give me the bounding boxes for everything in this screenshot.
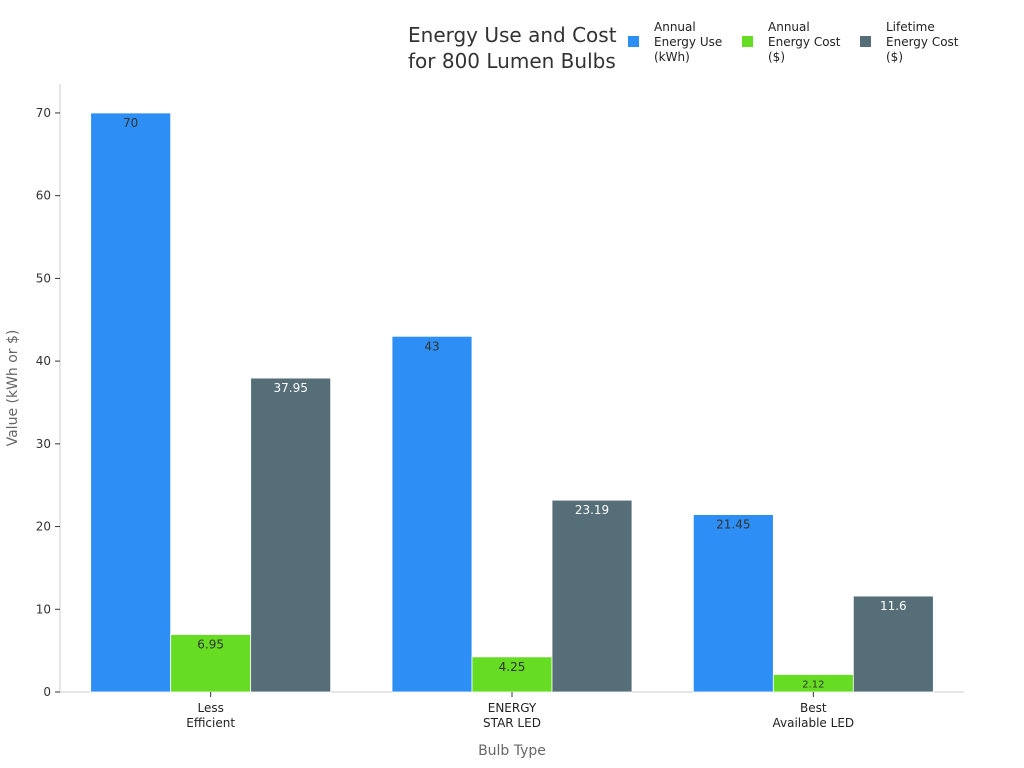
x-tick-label-line: Efficient xyxy=(186,716,235,730)
bar xyxy=(391,335,473,693)
y-tick-label: 50 xyxy=(36,271,51,285)
bar-data-label: 70 xyxy=(123,116,138,130)
y-tick-label: 70 xyxy=(36,106,51,120)
bar-data-label: 4.25 xyxy=(499,660,526,674)
bar xyxy=(250,377,332,693)
y-tick-label: 60 xyxy=(36,189,51,203)
y-axis-title: Value (kWh or $) xyxy=(5,330,21,447)
bar xyxy=(471,656,553,693)
legend-item: Annual Energy Cost ($) xyxy=(742,20,841,64)
legend-label-line: Energy Use xyxy=(654,35,722,49)
legend-label-line: Energy Cost xyxy=(768,35,841,49)
x-tick-label-line: STAR LED xyxy=(483,716,541,730)
bar-data-label: 23.19 xyxy=(575,503,609,517)
y-tick-label: 20 xyxy=(36,520,51,534)
legend: Annual Energy Use (kWh)Annual Energy Cost ($… xyxy=(628,20,959,64)
bar-data-label: 21.45 xyxy=(716,518,750,532)
bar-data-label: 11.6 xyxy=(880,599,907,613)
legend-label-line: (kWh) xyxy=(654,50,690,64)
bar xyxy=(551,499,633,693)
chart-title: Energy Use and Cost for 800 Lumen Bulbs xyxy=(408,23,617,73)
legend-item: Lifetime Energy Cost ($) xyxy=(860,20,959,64)
legend-label: Lifetime Energy Cost ($) xyxy=(886,20,959,64)
legend-label-line: Energy Cost xyxy=(886,35,959,49)
legend-label: Annual Energy Cost ($) xyxy=(768,20,841,64)
y-tick-label: 30 xyxy=(36,437,51,451)
y-tick-label: 10 xyxy=(36,602,51,616)
legend-swatch xyxy=(742,36,753,47)
x-tick-label-line: ENERGY xyxy=(488,701,537,715)
x-tick-label: Less Efficient xyxy=(186,701,235,730)
legend-label-line: Annual xyxy=(768,20,810,34)
legend-label-line: Annual xyxy=(654,20,696,34)
x-axis-title: Bulb Type xyxy=(478,743,546,759)
legend-swatch xyxy=(860,36,871,47)
bar xyxy=(692,514,774,693)
x-tick-label-line: Best xyxy=(800,701,827,715)
bar-labels: 70 6.95 37.95 43 4.25 23.19 21.45 2.12 11.6 xyxy=(123,116,907,691)
legend-item: Annual Energy Use (kWh) xyxy=(628,20,722,64)
bar-data-label: 43 xyxy=(424,339,439,353)
bar-data-label: 37.95 xyxy=(273,381,307,395)
bar xyxy=(90,112,172,693)
axes xyxy=(59,84,964,693)
x-ticks: Less Efficient ENERGY STAR LED Best Available… xyxy=(186,692,854,730)
chart-title-line-2: for 800 Lumen Bulbs xyxy=(408,49,616,73)
legend-swatch xyxy=(628,36,639,47)
legend-label-line: ($) xyxy=(768,50,785,64)
x-tick-label-line: Available LED xyxy=(773,716,855,730)
chart-title-line-1: Energy Use and Cost xyxy=(408,23,617,47)
bar xyxy=(852,595,934,693)
bars xyxy=(90,112,934,693)
y-tick-label: 0 xyxy=(43,685,51,699)
y-tick-label: 40 xyxy=(36,354,51,368)
legend-label: Annual Energy Use (kWh) xyxy=(654,20,722,64)
bar-data-label: 2.12 xyxy=(802,679,824,690)
legend-label-line: Lifetime xyxy=(886,20,935,34)
legend-label-line: ($) xyxy=(886,50,903,64)
x-tick-label: Best Available LED xyxy=(773,701,855,730)
x-tick-label-line: Less xyxy=(197,701,223,715)
y-ticks: 0 10 20 30 40 50 60 70 xyxy=(36,106,60,699)
bar-data-label: 6.95 xyxy=(197,638,224,652)
x-tick-label: ENERGY STAR LED xyxy=(483,701,541,730)
